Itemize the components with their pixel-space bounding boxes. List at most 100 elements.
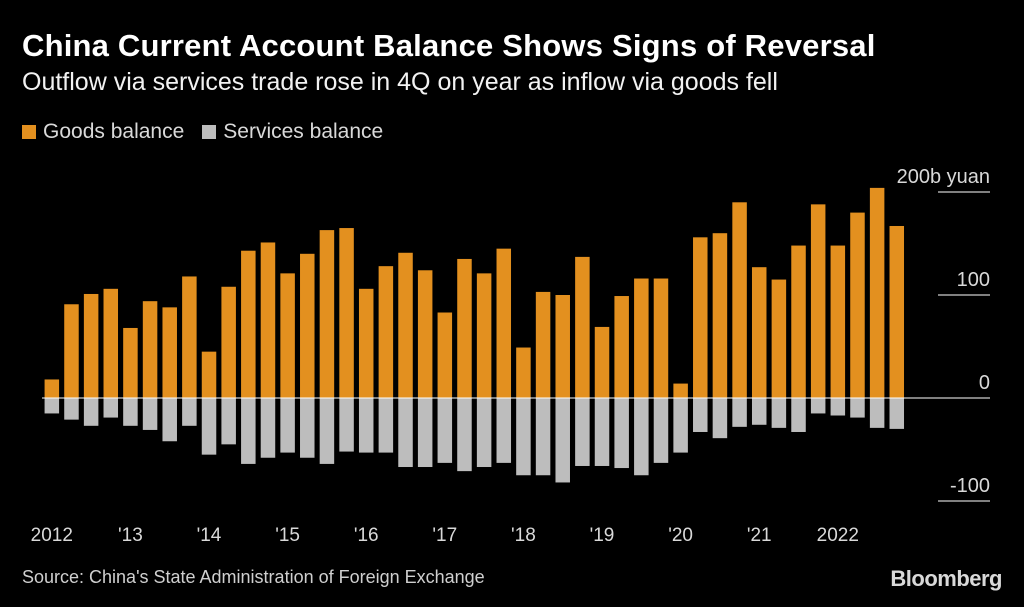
goods-bar-2021Q1 xyxy=(751,267,767,398)
bloomberg-logo: Bloomberg xyxy=(890,566,1002,591)
goods-bar-2020Q3 xyxy=(712,233,728,398)
goods-bar-2022Q2 xyxy=(850,212,865,398)
goods-bar-2012Q1 xyxy=(44,379,60,398)
legend-item-goods: Goods balance xyxy=(22,120,184,144)
goods-bar-2012Q4 xyxy=(103,288,119,398)
goods-bar-2013Q4 xyxy=(182,276,197,398)
legend-item-services: Services balance xyxy=(202,120,383,144)
x-tick-label-20: '17 xyxy=(432,525,457,546)
goods-bar-2013Q2 xyxy=(142,301,158,398)
services-bar-2017Q3 xyxy=(476,398,492,468)
source-note: Source: China's State Administration of … xyxy=(22,567,485,587)
services-bar-2019Q2 xyxy=(614,398,629,469)
legend-swatch-goods xyxy=(22,125,36,139)
services-bar-2022Q3 xyxy=(869,398,885,428)
goods-bar-2022Q4 xyxy=(889,225,905,398)
services-bar-2021Q4 xyxy=(810,398,826,414)
y-tick-label-100: 100 xyxy=(957,269,990,291)
services-bar-2018Q3 xyxy=(555,398,570,483)
x-tick-label-24: '18 xyxy=(511,525,536,546)
services-bar-2018Q2 xyxy=(535,398,551,476)
goods-bar-2019Q1 xyxy=(594,326,610,398)
services-bar-2012Q2 xyxy=(64,398,79,420)
goods-bar-2021Q4 xyxy=(810,204,826,398)
goods-bar-2020Q2 xyxy=(693,237,708,398)
goods-bar-2012Q2 xyxy=(64,304,79,398)
services-bar-2020Q1 xyxy=(673,398,688,453)
goods-bar-2021Q3 xyxy=(791,245,806,398)
goods-bar-2021Q2 xyxy=(771,279,787,398)
services-bar-2015Q1 xyxy=(280,398,295,453)
x-tick-label-8: '14 xyxy=(197,525,222,546)
legend-label-services: Services balance xyxy=(223,120,384,143)
services-bar-2016Q2 xyxy=(378,398,394,453)
services-bar-2021Q3 xyxy=(791,398,806,432)
goods-bar-2017Q4 xyxy=(496,248,512,398)
goods-bar-2014Q4 xyxy=(260,242,276,398)
services-bar-2012Q1 xyxy=(44,398,60,414)
goods-bar-2015Q1 xyxy=(280,273,295,398)
legend-label-goods: Goods balance xyxy=(43,120,185,143)
services-bar-2015Q3 xyxy=(319,398,335,464)
x-tick-label-4: '13 xyxy=(118,525,143,546)
services-bar-2013Q4 xyxy=(182,398,197,426)
legend-swatch-services xyxy=(202,125,217,139)
services-bar-2012Q4 xyxy=(103,398,119,418)
services-bar-2019Q1 xyxy=(594,398,610,466)
goods-bar-2014Q2 xyxy=(221,286,236,398)
y-tick-label-0: 0 xyxy=(979,372,990,394)
goods-bar-2015Q4 xyxy=(339,228,354,398)
goods-bar-2020Q1 xyxy=(673,383,688,398)
goods-bar-2017Q1 xyxy=(437,312,453,398)
services-bar-2018Q1 xyxy=(516,398,531,476)
services-bar-2012Q3 xyxy=(83,398,99,426)
x-tick-label-28: '19 xyxy=(590,525,615,546)
services-bar-2021Q2 xyxy=(771,398,787,428)
x-tick-label-12: '15 xyxy=(275,525,300,546)
goods-bar-2014Q3 xyxy=(241,250,256,398)
chart-subtitle: Outflow via services trade rose in 4Q on… xyxy=(22,68,778,96)
services-bar-2017Q2 xyxy=(457,398,472,472)
services-bar-2019Q4 xyxy=(653,398,669,463)
goods-bar-2014Q1 xyxy=(201,351,217,398)
services-bar-2020Q4 xyxy=(732,398,747,427)
goods-bar-2018Q4 xyxy=(575,256,590,398)
goods-bar-2015Q3 xyxy=(319,230,335,398)
services-bar-2013Q3 xyxy=(162,398,177,442)
x-tick-label-40: 2022 xyxy=(817,525,859,546)
services-bar-2015Q2 xyxy=(300,398,315,458)
services-bar-2020Q2 xyxy=(693,398,708,432)
x-tick-label-36: '21 xyxy=(747,525,772,546)
x-tick-label-0: 2012 xyxy=(31,525,73,546)
services-bar-2013Q2 xyxy=(142,398,158,430)
y-tick-label-200: 200b yuan xyxy=(897,166,990,188)
legend: Goods balance Services balance xyxy=(22,120,401,144)
goods-bar-2019Q4 xyxy=(653,278,669,398)
services-bar-2022Q4 xyxy=(889,398,905,429)
goods-bar-2018Q2 xyxy=(535,291,551,398)
services-bar-2019Q3 xyxy=(634,398,649,476)
goods-bar-2022Q3 xyxy=(869,187,885,398)
services-bar-2018Q4 xyxy=(575,398,590,466)
services-bar-2014Q2 xyxy=(221,398,236,445)
x-tick-label-16: '16 xyxy=(354,525,379,546)
services-bar-2014Q1 xyxy=(201,398,217,455)
services-bar-2013Q1 xyxy=(123,398,138,426)
goods-bar-2013Q3 xyxy=(162,307,177,398)
goods-bar-2016Q4 xyxy=(417,270,433,398)
services-bar-2016Q4 xyxy=(417,398,433,468)
goods-bar-2012Q3 xyxy=(83,293,99,398)
services-bar-2016Q3 xyxy=(398,398,413,468)
goods-bar-2018Q3 xyxy=(555,295,570,398)
services-bar-2014Q4 xyxy=(260,398,276,458)
services-bar-2016Q1 xyxy=(358,398,374,453)
services-bar-2022Q1 xyxy=(830,398,846,416)
services-bar-2014Q3 xyxy=(241,398,256,464)
services-bar-2017Q4 xyxy=(496,398,512,463)
services-bar-2022Q2 xyxy=(850,398,865,418)
goods-bar-2015Q2 xyxy=(300,253,315,398)
goods-bar-2016Q2 xyxy=(378,266,394,398)
goods-bar-2020Q4 xyxy=(732,202,747,398)
services-bar-2015Q4 xyxy=(339,398,354,452)
